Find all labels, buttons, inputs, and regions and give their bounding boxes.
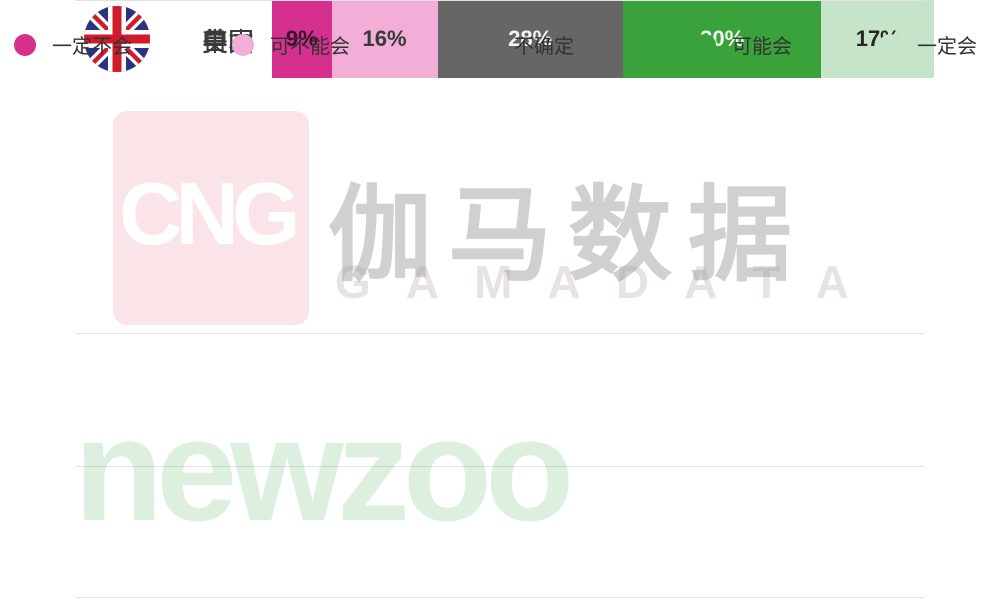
bar-segment: 28% [437, 0, 623, 78]
legend-item-probably-will: 可能会 [694, 30, 792, 59]
legend-dot-icon [879, 33, 901, 56]
watermark-gamma-data-text: 伽马数据 [328, 178, 809, 294]
watermark-newzoo-text: newzoo [74, 388, 574, 551]
legend-dot-icon [14, 33, 36, 56]
legend-label: 可不能会 [270, 36, 350, 58]
legend-dot-icon [694, 33, 716, 56]
segment-label: 16% [362, 26, 407, 51]
bar-segment: 9% [272, 0, 332, 78]
uk-flag-icon [84, 6, 150, 72]
divider-line [75, 0, 925, 1]
legend-dot-icon [476, 33, 498, 56]
legend-label: 一定不会 [52, 36, 132, 58]
legend-dot-icon [232, 33, 254, 56]
divider-line [75, 597, 925, 598]
segment-label: 28% [508, 26, 553, 51]
watermark-cng-logo-text: CNG [119, 164, 301, 263]
legend-label: 不确定 [514, 36, 574, 58]
bar-segment: 30% [622, 0, 822, 78]
segment-label: 9% [285, 26, 318, 51]
divider-line [75, 333, 925, 334]
legend-item-uncertain: 不确定 [476, 30, 574, 59]
divider-line [75, 466, 925, 467]
watermark-gamma-letters: G A M A D A T A [335, 256, 861, 308]
legend: 一定不会 可不能会 不确定 可能会 一定会 [0, 30, 1000, 64]
watermark-cng-logo: CNG [113, 111, 309, 325]
legend-label: 可能会 [732, 36, 792, 58]
stacked-bar: 9% 16% 28% 30% 17% [272, 0, 934, 78]
legend-label: 一定会 [917, 36, 977, 58]
legend-item-probably-not: 可不能会 [232, 30, 350, 59]
bar-segment: 16% [331, 0, 438, 78]
legend-item-definitely-not: 一定不会 [14, 30, 132, 59]
legend-item-definitely-will: 一定会 [879, 30, 977, 59]
bar-segment: 17% [821, 0, 934, 78]
country-row-uk: 英国 9% 16% 28% 30% 17% [0, 0, 1000, 78]
